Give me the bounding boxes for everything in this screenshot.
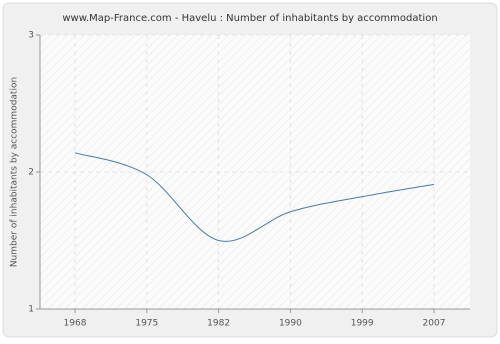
y-tick-label: 1 <box>28 305 34 315</box>
x-tick-label: 2007 <box>423 319 446 329</box>
chart-title: www.Map-France.com - Havelu : Number of … <box>62 13 437 24</box>
y-tick-label: 2 <box>28 168 34 178</box>
x-tick-label: 1990 <box>279 319 302 329</box>
x-tick-label: 1975 <box>135 319 158 329</box>
x-tick-label: 1982 <box>207 319 230 329</box>
y-axis-label: Number of inhabitants by accommodation <box>10 77 20 267</box>
x-tick-label: 1999 <box>351 319 374 329</box>
y-tick-label: 3 <box>28 31 34 41</box>
plot-area <box>40 35 470 309</box>
data-line <box>74 152 435 242</box>
x-tick-label: 1968 <box>64 319 87 329</box>
